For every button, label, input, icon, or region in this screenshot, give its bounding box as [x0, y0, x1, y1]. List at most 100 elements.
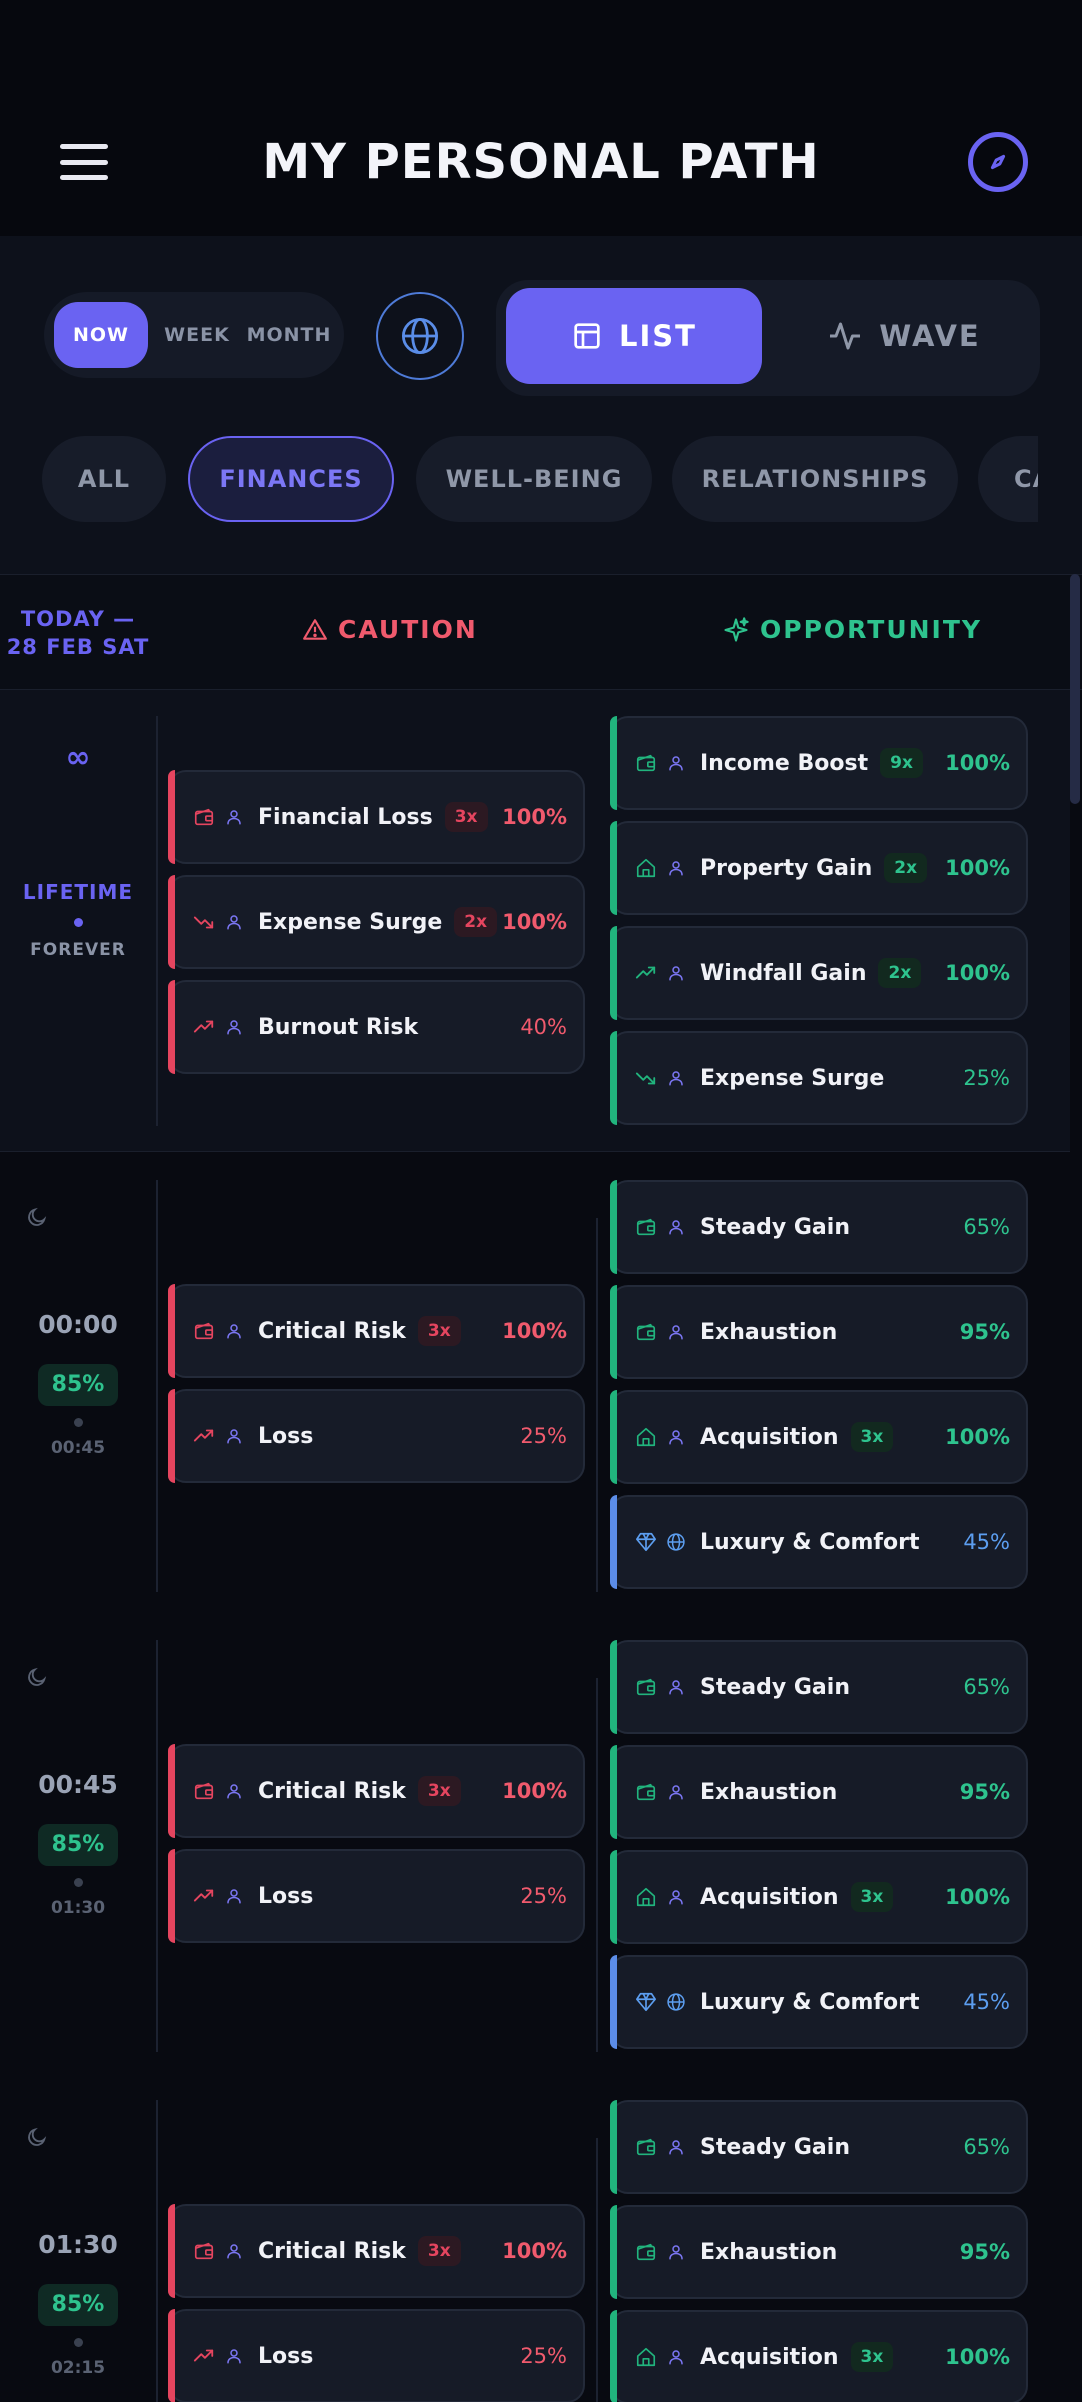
compass-icon[interactable] — [968, 132, 1028, 192]
card-percentage: 25% — [520, 1884, 567, 1908]
person-icon — [224, 1015, 244, 1039]
caution-card[interactable]: Financial Loss 3x 100% — [168, 770, 585, 864]
globe-icon — [666, 1990, 686, 2014]
multiplier-badge: 9x — [880, 748, 923, 778]
opportunity-card[interactable]: Acquisition 3x 100% — [610, 1850, 1028, 1944]
globe-icon[interactable] — [376, 292, 464, 380]
opportunity-card[interactable]: Income Boost 9x 100% — [610, 716, 1028, 810]
time-week-button[interactable]: WEEK — [164, 324, 230, 346]
card-title: Windfall Gain — [700, 960, 867, 986]
card-title: Loss — [258, 1423, 314, 1449]
card-title: Property Gain — [700, 855, 873, 881]
opportunity-card[interactable]: Steady Gain 65% — [610, 2100, 1028, 2194]
opportunity-card[interactable]: Steady Gain 65% — [610, 1180, 1028, 1274]
caution-card[interactable]: Loss 25% — [168, 1849, 585, 1943]
card-percentage: 95% — [959, 1320, 1010, 1344]
card-accent-bar — [168, 980, 175, 1074]
card-percentage: 65% — [963, 2135, 1010, 2159]
person-icon — [666, 2345, 686, 2369]
time-now-button[interactable]: NOW — [54, 302, 148, 368]
category-chip-relationships[interactable]: RELATIONSHIPS — [672, 436, 958, 522]
caution-card[interactable]: Burnout Risk 40% — [168, 980, 585, 1074]
trend-up-icon — [192, 1015, 216, 1039]
opportunity-card[interactable]: Expense Surge 25% — [610, 1031, 1028, 1125]
card-title: Critical Risk — [258, 1318, 406, 1344]
wave-view-label: WAVE — [879, 319, 981, 353]
opportunity-card[interactable]: Exhaustion 95% — [610, 1745, 1028, 1839]
opportunity-card[interactable]: Windfall Gain 2x 100% — [610, 926, 1028, 1020]
card-title: Income Boost — [700, 750, 869, 776]
card-percentage: 25% — [520, 1424, 567, 1448]
hamburger-menu-icon[interactable] — [56, 140, 112, 184]
multiplier-badge: 3x — [417, 1776, 461, 1806]
opportunity-card[interactable]: Property Gain 2x 100% — [610, 821, 1028, 915]
category-chip-finances[interactable]: FINANCES — [188, 436, 394, 522]
person-icon — [666, 1215, 686, 1239]
trend-down-icon — [192, 910, 216, 934]
card-title: Exhaustion — [700, 2239, 838, 2265]
card-accent-bar — [168, 2204, 175, 2298]
card-percentage: 65% — [963, 1675, 1010, 1699]
card-percentage: 100% — [502, 2239, 567, 2263]
card-accent-bar — [168, 2309, 175, 2402]
slot-score-badge: 85% — [38, 1824, 118, 1866]
list-view-label: LIST — [619, 319, 697, 353]
person-icon — [666, 1066, 686, 1090]
card-accent-bar — [610, 1495, 617, 1589]
caution-card[interactable]: Loss 25% — [168, 2309, 585, 2402]
column-header: TODAY — 28 FEB SAT CAUTION OPPORTUNITY — [0, 574, 1082, 690]
caution-card[interactable]: Expense Surge 2x 100% — [168, 875, 585, 969]
opportunity-card[interactable]: Steady Gain 65% — [610, 1640, 1028, 1734]
timeline-divider — [156, 1640, 158, 2052]
time-slot-section: 00:45 85% 01:30 Critical Risk 3x 100% Loss 2… — [0, 1612, 1070, 2072]
category-chip-all[interactable]: ALL — [42, 436, 166, 522]
slot-start-time: 00:00 — [38, 1310, 118, 1339]
opportunity-card[interactable]: Acquisition 3x 100% — [610, 2310, 1028, 2402]
card-accent-bar — [610, 1745, 617, 1839]
caution-card[interactable]: Loss 25% — [168, 1389, 585, 1483]
card-percentage: 45% — [963, 1530, 1010, 1554]
slot-dot — [74, 1418, 83, 1427]
wallet-icon — [634, 1320, 658, 1344]
timeline-divider — [156, 716, 158, 1126]
diamond-icon — [634, 1990, 658, 2014]
today-date-label: TODAY — 28 FEB SAT — [6, 607, 150, 659]
time-slot-section: 00:00 85% 00:45 Critical Risk 3x 100% Loss 2… — [0, 1152, 1070, 1612]
category-chip-well-being[interactable]: WELL-BEING — [416, 436, 652, 522]
category-chip-partial[interactable]: CA — [978, 436, 1038, 522]
multiplier-badge: 3x — [850, 2342, 894, 2372]
person-icon — [666, 961, 686, 985]
caution-card[interactable]: Critical Risk 3x 100% — [168, 1284, 585, 1378]
home-icon — [634, 1425, 658, 1449]
caution-card[interactable]: Critical Risk 3x 100% — [168, 1744, 585, 1838]
opportunity-card[interactable]: Acquisition 3x 100% — [610, 1390, 1028, 1484]
card-percentage: 25% — [520, 2344, 567, 2368]
card-title: Expense Surge — [258, 909, 443, 935]
opportunity-card[interactable]: Luxury & Comfort 45% — [610, 1495, 1028, 1589]
page-title: MY PERSONAL PATH — [262, 134, 820, 190]
multiplier-badge: 3x — [444, 802, 488, 832]
opportunity-card[interactable]: Luxury & Comfort 45% — [610, 1955, 1028, 2049]
card-percentage: 25% — [963, 1066, 1010, 1090]
layout-icon — [574, 323, 600, 349]
time-month-button[interactable]: MONTH — [246, 324, 332, 346]
person-icon — [224, 2344, 244, 2368]
opportunity-card[interactable]: Exhaustion 95% — [610, 2205, 1028, 2299]
person-icon — [666, 2240, 686, 2264]
person-icon — [224, 1424, 244, 1448]
category-filter-row: ALL FINANCES WELL-BEING RELATIONSHIPS CA — [42, 436, 1038, 522]
opportunity-card[interactable]: Exhaustion 95% — [610, 1285, 1028, 1379]
scrollbar[interactable] — [1070, 574, 1080, 804]
sparkle-icon — [724, 616, 749, 642]
caution-card[interactable]: Critical Risk 3x 100% — [168, 2204, 585, 2298]
slot-score-badge: 85% — [38, 1364, 118, 1406]
list-view-button[interactable]: LIST — [506, 288, 762, 384]
home-icon — [634, 1885, 658, 1909]
wave-view-button[interactable]: WAVE — [776, 288, 1032, 384]
person-icon — [666, 1675, 686, 1699]
wallet-icon — [634, 751, 658, 775]
card-title: Loss — [258, 1883, 314, 1909]
person-icon — [666, 751, 686, 775]
card-title: Acquisition — [700, 1424, 839, 1450]
trend-up-icon — [192, 2344, 216, 2368]
